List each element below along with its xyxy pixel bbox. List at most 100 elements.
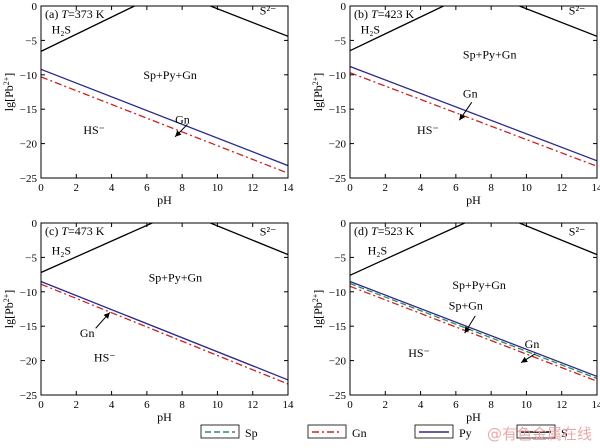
panel-header: (d) T=523 K	[354, 224, 414, 238]
region-label: H₂S	[52, 244, 72, 258]
region-label: Sp+Gn	[449, 299, 483, 313]
y-tick-label: −5	[334, 35, 346, 47]
panel-header: (a) T=373 K	[45, 7, 105, 21]
series-line-s	[41, 6, 135, 52]
y-tick-label: −10	[329, 287, 347, 299]
x-tick-label: 0	[347, 399, 353, 411]
x-tick-label: 4	[418, 182, 424, 194]
legend-swatch-box	[307, 424, 347, 439]
y-axis-label-close: ]	[2, 73, 16, 77]
panel-condition: =473 K	[68, 224, 105, 238]
region-label: Sp+Py+Gn	[452, 278, 506, 292]
series-line-gn	[350, 72, 597, 167]
region-label: H₂S	[52, 23, 72, 37]
region-label: Sp+Py+Gn	[463, 47, 517, 61]
y-axis-label: lg[Pb2+]	[311, 73, 326, 112]
legend-label: Sp	[245, 426, 258, 440]
legend-item-s: S	[516, 424, 568, 440]
arrow-head	[103, 312, 110, 319]
y-tick-label: −10	[20, 287, 38, 299]
panel-condition: =373 K	[68, 7, 105, 21]
x-tick-label: 8	[179, 399, 185, 411]
legend-label: Py	[459, 426, 472, 440]
x-tick-label: 10	[212, 182, 224, 194]
series-line-gn	[41, 76, 288, 174]
region-label: Sp+Py+Gn	[143, 68, 197, 82]
series-line-sp	[350, 282, 597, 380]
plot-frame	[349, 222, 598, 396]
x-axis-label: pH	[466, 193, 481, 207]
y-tick-label: −20	[329, 139, 347, 151]
region-label: Gn	[463, 87, 478, 101]
y-axis-label-close: ]	[311, 73, 325, 77]
panel-letter: (a)	[45, 7, 61, 21]
y-axis-label-close: ]	[2, 290, 16, 294]
x-tick-label: 2	[74, 399, 80, 411]
legend-item-gn: Gn	[307, 424, 367, 440]
panel-temp-symbol: T	[371, 224, 379, 238]
y-tick-label: −10	[20, 70, 38, 82]
region-label: Gn	[175, 113, 190, 127]
x-tick-label: 14	[283, 399, 295, 411]
chart-panel-0: 0 2 4 6 8 10 12 14 −25 −20 −15 −10 −5 0 pH lg[Pb2+] (a) …	[2, 1, 295, 207]
series-group	[350, 6, 597, 167]
y-tick-label: −5	[25, 35, 37, 47]
series-line-py	[350, 65, 597, 162]
arrow-head	[521, 356, 528, 363]
x-tick-label: 0	[38, 182, 44, 194]
y-tick-label: −10	[329, 70, 347, 82]
arrow-head	[459, 113, 466, 121]
x-tick-label: 6	[144, 399, 150, 411]
series-line-s	[41, 223, 153, 274]
x-tick-label: 12	[556, 182, 567, 194]
y-tick-label: 0	[32, 1, 38, 13]
x-axis-label: pH	[466, 410, 481, 424]
series-line-s	[350, 223, 465, 276]
x-tick-label: 8	[488, 399, 494, 411]
region-label: H₂S	[368, 244, 388, 258]
y-tick-label: −15	[329, 321, 347, 333]
x-tick-label: 8	[488, 182, 494, 194]
series-line-s	[519, 223, 597, 256]
panel-temp-symbol: T	[61, 7, 69, 21]
region-label: HS⁻	[94, 350, 116, 364]
y-tick-label: −25	[20, 173, 38, 185]
series-group	[350, 223, 597, 382]
watermark: @有色金属在线	[486, 425, 592, 443]
y-axis-label-sup: 2+	[311, 293, 320, 302]
legend-label: Gn	[352, 426, 367, 440]
panels: 0 2 4 6 8 10 12 14 −25 −20 −15 −10 −5 0 pH lg[Pb2+] (a) …	[2, 1, 600, 424]
x-tick-label: 8	[179, 182, 185, 194]
y-tick-label: −20	[329, 356, 347, 368]
y-tick-label: −15	[329, 104, 347, 116]
chart-panel-1: 0 2 4 6 8 10 12 14 −25 −20 −15 −10 −5 0 pH lg[Pb2+] (b) …	[311, 1, 600, 207]
y-tick-label: 0	[341, 1, 347, 13]
region-label: S²⁻	[569, 224, 586, 238]
panel-temp-symbol: T	[371, 7, 379, 21]
y-tick-label: −15	[20, 321, 38, 333]
series-line-gn	[41, 283, 288, 385]
series-group	[41, 223, 288, 385]
y-axis-label-close: ]	[311, 290, 325, 294]
y-tick-label: −25	[20, 390, 38, 402]
y-tick-label: −25	[329, 390, 347, 402]
legend-swatch-box	[200, 424, 240, 439]
x-tick-label: 0	[347, 182, 353, 194]
panel-letter: (d)	[354, 224, 371, 238]
chart-panel-2: 0 2 4 6 8 10 12 14 −25 −20 −15 −10 −5 0 pH lg[Pb2+] (c) …	[2, 218, 295, 424]
x-tick-label: 0	[38, 399, 44, 411]
x-tick-label: 14	[592, 182, 600, 194]
region-label: HS⁻	[408, 346, 430, 360]
panel-condition: =523 K	[378, 224, 415, 238]
panel-header: (b) T=423 K	[354, 7, 414, 21]
legend-item-sp: Sp	[200, 424, 258, 440]
series-line-s	[210, 223, 288, 256]
x-tick-label: 12	[247, 399, 258, 411]
y-tick-label: −25	[329, 173, 347, 185]
legend-swatch-box	[414, 424, 454, 439]
y-tick-label: −20	[20, 356, 38, 368]
series-line-s	[210, 6, 288, 37]
region-label: H₂S	[361, 23, 381, 37]
panel-temp-symbol: T	[61, 224, 69, 238]
region-label: HS⁻	[83, 123, 105, 137]
